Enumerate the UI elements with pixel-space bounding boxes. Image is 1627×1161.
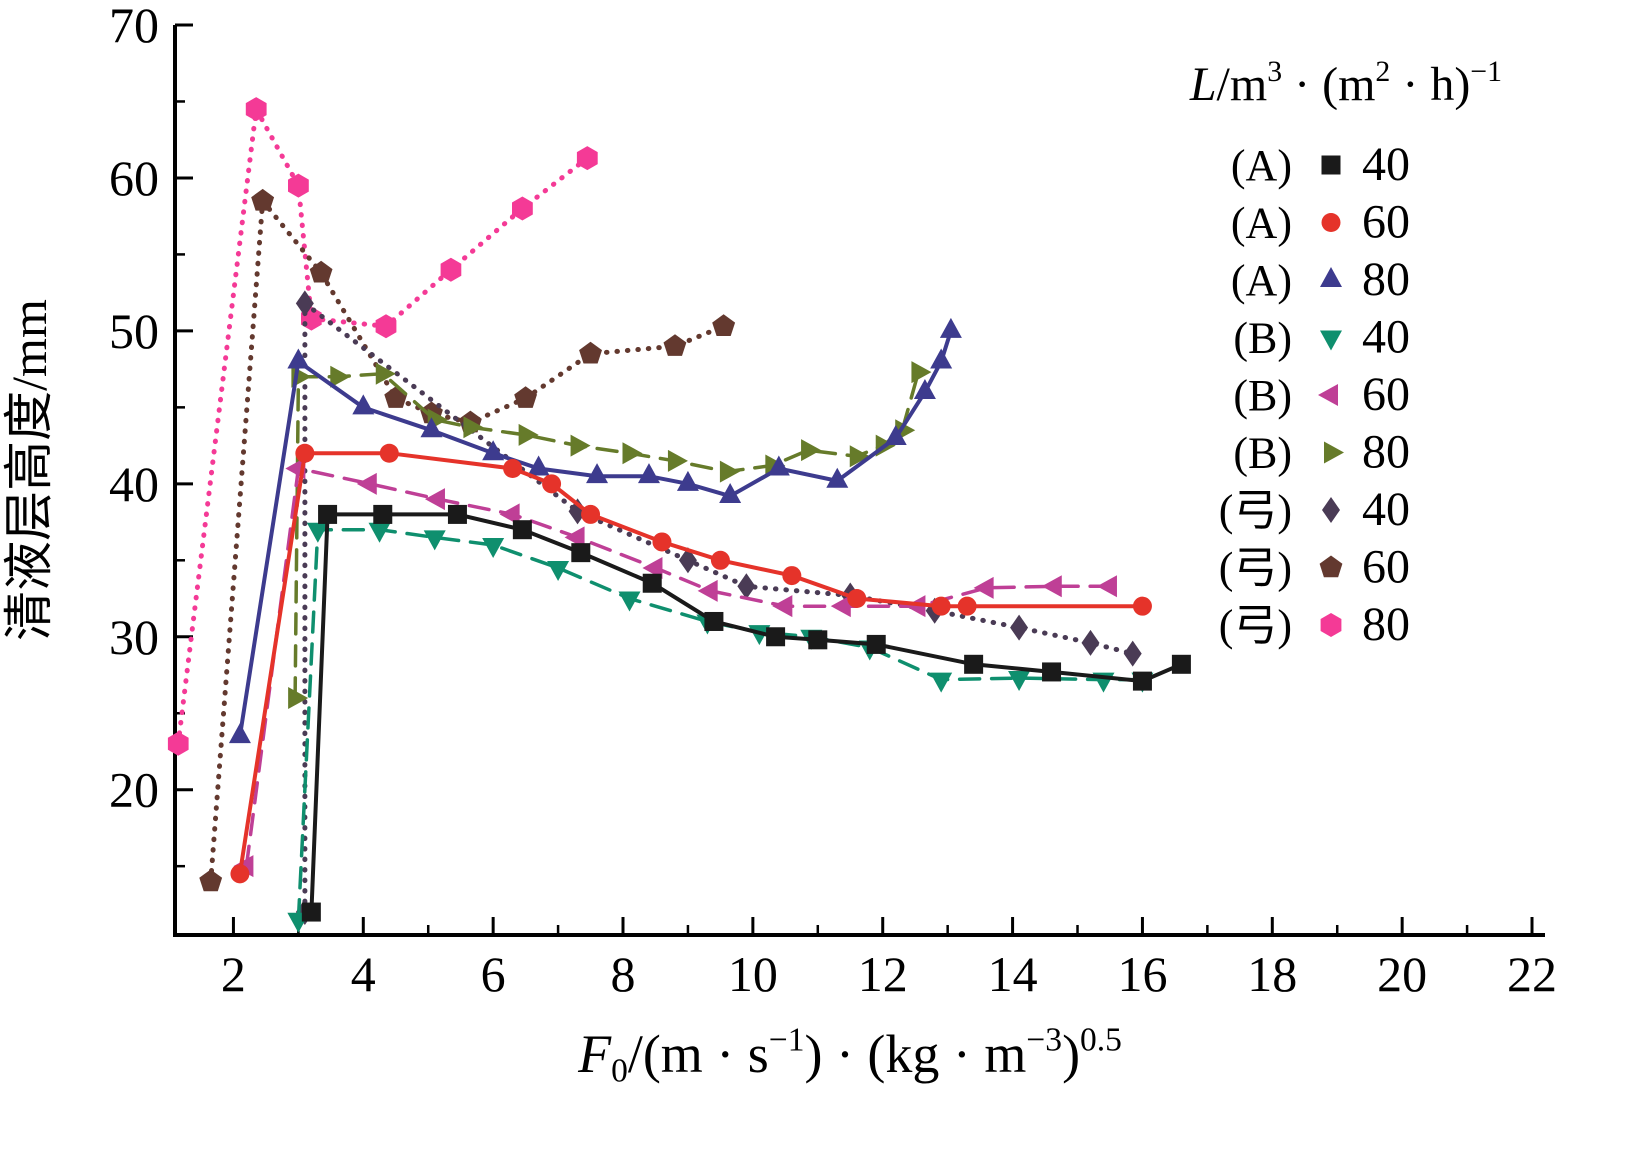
series-(弓)-60: [199, 188, 736, 892]
y-tick-label: 60: [109, 150, 159, 206]
legend-group-label: (弓): [1219, 601, 1292, 650]
legend-value-label: 60: [1362, 368, 1410, 421]
series-(弓)-80: [167, 97, 598, 756]
legend-value-label: 60: [1362, 196, 1410, 249]
legend-item-(弓)-60: (弓) 60: [1219, 541, 1410, 594]
series-(A)-60: [230, 443, 1152, 884]
x-tick-label: 2: [221, 946, 246, 1002]
legend: L/m3 · (m2 · h)−1(A) 40(A) 60(A) 80(B) 40(B)…: [1189, 55, 1502, 651]
series-(B)-40: [287, 522, 1154, 933]
y-tick-label: 30: [109, 609, 159, 665]
legend-item-(B)-40: (B) 40: [1233, 311, 1410, 364]
y-tick-label: 40: [109, 456, 159, 512]
x-tick-label: 14: [988, 946, 1038, 1002]
legend-group-label: (A): [1231, 141, 1292, 190]
series-(A)-80: [228, 317, 962, 744]
legend-group-label: (B): [1233, 371, 1292, 420]
legend-item-(A)-80: (A) 80: [1231, 253, 1410, 306]
y-axis-title: 清液层高度/mm: [1, 299, 57, 641]
legend-group-label: (弓): [1219, 486, 1292, 535]
legend-value-label: 40: [1362, 483, 1410, 536]
x-tick-label: 18: [1247, 946, 1297, 1002]
x-tick-label: 6: [481, 946, 506, 1002]
legend-item-(弓)-80: (弓) 80: [1219, 598, 1410, 651]
legend-item-(B)-60: (B) 60: [1233, 368, 1410, 421]
x-tick-label: 16: [1117, 946, 1167, 1002]
x-tick-label: 22: [1507, 946, 1557, 1002]
x-tick-label: 12: [858, 946, 908, 1002]
legend-value-label: 80: [1362, 598, 1410, 651]
y-tick-label: 70: [109, 0, 159, 53]
series-(B)-60: [233, 457, 1117, 878]
legend-value-label: 40: [1362, 138, 1410, 191]
legend-group-label: (B): [1233, 314, 1292, 363]
x-tick-label: 10: [728, 946, 778, 1002]
series-(A)-40: [301, 504, 1191, 922]
legend-value-label: 40: [1362, 311, 1410, 364]
legend-item-(A)-60: (A) 60: [1231, 196, 1410, 249]
x-tick-label: 20: [1377, 946, 1427, 1002]
legend-item-(B)-80: (B) 80: [1233, 426, 1410, 479]
legend-item-(弓)-40: (弓) 40: [1219, 483, 1410, 536]
y-tick-label: 20: [109, 762, 159, 818]
legend-value-label: 80: [1362, 253, 1410, 306]
legend-title: L/m3 · (m2 · h)−1: [1189, 55, 1502, 111]
legend-item-(A)-40: (A) 40: [1231, 138, 1410, 191]
axes: 2 4 6 8 10 12 14 16 18 20 22 20 30 40 50 60 70: [109, 0, 1557, 1002]
legend-group-label: (A): [1231, 256, 1292, 305]
legend-group-label: (B): [1233, 429, 1292, 478]
y-tick-label: 50: [109, 303, 159, 359]
legend-group-label: (A): [1231, 199, 1292, 248]
legend-value-label: 80: [1362, 426, 1410, 479]
legend-group-label: (弓): [1219, 544, 1292, 593]
x-tick-label: 8: [611, 946, 636, 1002]
x-tick-label: 4: [351, 946, 376, 1002]
x-axis-title: F0/(m · s−1) · (kg · m−3)0.5: [577, 1021, 1122, 1089]
legend-value-label: 60: [1362, 541, 1410, 594]
